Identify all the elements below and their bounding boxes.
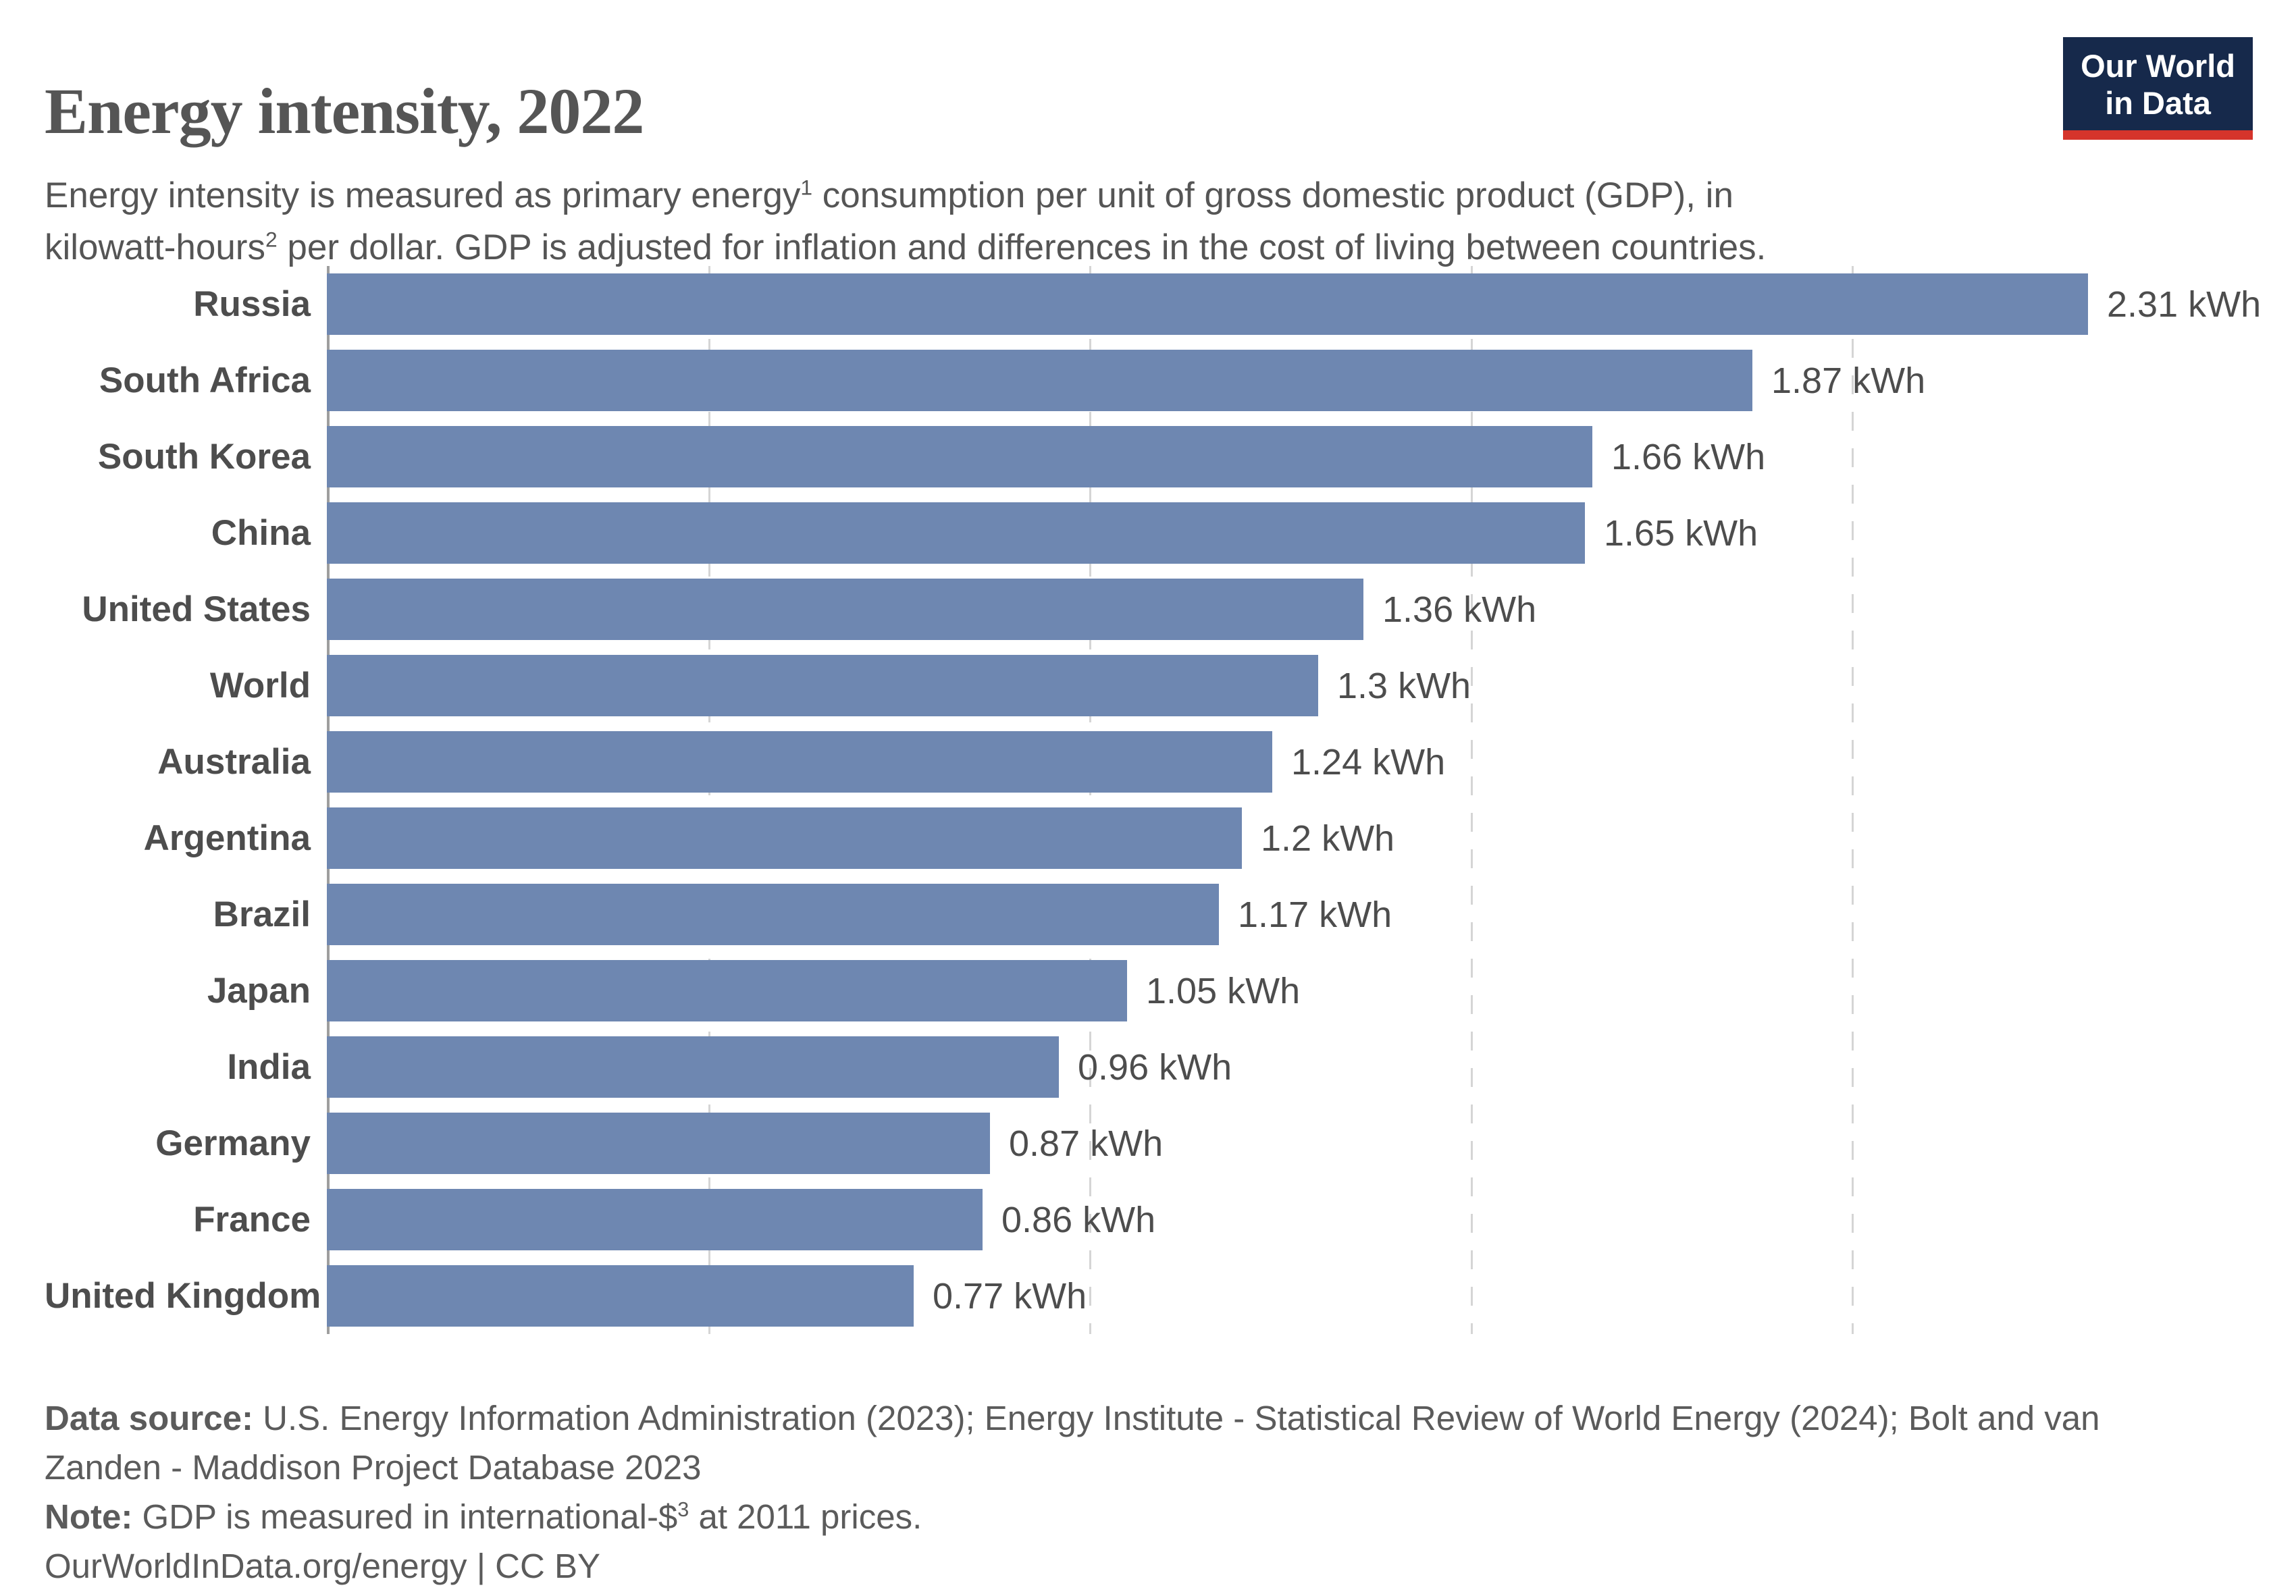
footnote-marker-2: 2: [265, 227, 278, 252]
subtitle-line2: kilowatt-hours: [45, 228, 265, 267]
bar[interactable]: [327, 1265, 914, 1327]
value-label: 1.65 kWh: [1604, 512, 1758, 554]
country-label: South Africa: [99, 361, 311, 400]
bar-row: World 1.3 kWh: [45, 647, 2251, 724]
bar-row: United States 1.36 kWh: [45, 571, 2251, 647]
gridline-1.5: [1471, 266, 1473, 1334]
gridlines: [327, 266, 2251, 1334]
subtitle-line1: Energy intensity is measured as primary …: [45, 176, 801, 215]
bar-chart: Russia 2.31 kWh South Africa 1.87 kWh South …: [45, 266, 2261, 1334]
data-source-text2: Zanden - Maddison Project Database 2023: [45, 1448, 702, 1487]
country-label: Japan: [207, 971, 311, 1011]
country-label: Australia: [157, 742, 311, 782]
country-label: China: [211, 513, 311, 553]
country-label: Brazil: [213, 895, 311, 934]
country-label: Germany: [155, 1123, 311, 1163]
bar-rows: Russia 2.31 kWh South Africa 1.87 kWh South …: [45, 266, 2261, 1334]
country-label: India: [227, 1047, 311, 1087]
data-source-line2: Zanden - Maddison Project Database 2023: [45, 1443, 2099, 1492]
gridline-2: [1852, 266, 1854, 1334]
note-line: Note: GDP is measured in international-$…: [45, 1492, 2099, 1541]
bar-row: France 0.86 kWh: [45, 1181, 2251, 1258]
page-title: Energy intensity, 2022: [45, 75, 644, 148]
citation-line: OurWorldInData.org/energy | CC BY: [45, 1541, 2099, 1591]
owid-logo-line2: in Data: [2105, 85, 2211, 121]
bar[interactable]: [327, 960, 1127, 1021]
bar-row: India 0.96 kWh: [45, 1029, 2251, 1105]
value-label: 1.36 kWh: [1382, 589, 1537, 630]
owid-logo[interactable]: Our World in Data: [2063, 37, 2253, 140]
country-label: World: [209, 666, 311, 706]
bar[interactable]: [327, 426, 1592, 487]
note-label: Note:: [45, 1497, 133, 1536]
value-label: 0.96 kWh: [1078, 1046, 1232, 1088]
footnote-marker-3: 3: [677, 1498, 689, 1521]
subtitle-line1-rest: consumption per unit of gross domestic p…: [812, 176, 1733, 215]
bar[interactable]: [327, 579, 1363, 640]
country-label: Argentina: [143, 818, 311, 858]
bar[interactable]: [327, 655, 1318, 716]
bar[interactable]: [327, 731, 1272, 793]
subtitle-line2-rest: per dollar. GDP is adjusted for inflatio…: [277, 228, 1767, 267]
bar-row: Argentina 1.2 kWh: [45, 800, 2251, 876]
value-label: 1.66 kWh: [1611, 436, 1766, 477]
chart-subtitle: Energy intensity is measured as primary …: [45, 169, 1766, 273]
bar[interactable]: [327, 502, 1585, 564]
value-label: 2.31 kWh: [2107, 284, 2262, 325]
value-label: 1.87 kWh: [1771, 360, 1926, 401]
value-label: 0.77 kWh: [933, 1275, 1087, 1316]
bar[interactable]: [327, 1189, 983, 1250]
data-source-label: Data source:: [45, 1399, 253, 1437]
country-label: France: [193, 1200, 311, 1240]
note-text-rest: at 2011 prices.: [689, 1497, 922, 1536]
bar-row: Japan 1.05 kWh: [45, 953, 2251, 1029]
bar-row: Brazil 1.17 kWh: [45, 876, 2251, 953]
bar[interactable]: [327, 273, 2088, 335]
bar-row: United Kingdom 0.77 kWh: [45, 1258, 2251, 1334]
country-label: South Korea: [97, 437, 311, 477]
value-label: 0.87 kWh: [1009, 1123, 1164, 1164]
gridline-1: [1089, 266, 1091, 1334]
value-label: 1.24 kWh: [1291, 741, 1446, 782]
bar-row: China 1.65 kWh: [45, 495, 2251, 571]
footnote-marker-1: 1: [800, 175, 813, 200]
bar-row: Germany 0.87 kWh: [45, 1105, 2251, 1181]
note-text: GDP is measured in international-$: [132, 1497, 678, 1536]
country-label: United Kingdom: [45, 1276, 321, 1316]
bar[interactable]: [327, 807, 1242, 869]
bar[interactable]: [327, 884, 1219, 945]
country-label: United States: [82, 589, 311, 629]
bar-row: Russia 2.31 kWh: [45, 266, 2261, 342]
data-source-text1: U.S. Energy Information Administration (…: [253, 1399, 2100, 1437]
country-label: Russia: [193, 284, 311, 324]
citation-link[interactable]: OurWorldInData.org/energy | CC BY: [45, 1547, 600, 1585]
data-source-line1: Data source: U.S. Energy Information Adm…: [45, 1393, 2099, 1443]
value-label: 0.86 kWh: [1001, 1199, 1156, 1240]
value-label: 1.17 kWh: [1238, 894, 1392, 935]
owid-logo-line1: Our World: [2081, 48, 2235, 84]
bar-row: Australia 1.24 kWh: [45, 724, 2251, 800]
value-label: 1.3 kWh: [1337, 665, 1471, 706]
bar[interactable]: [327, 1036, 1059, 1098]
bar-row: South Korea 1.66 kWh: [45, 419, 2251, 495]
y-axis-line: [327, 266, 330, 1334]
value-label: 1.05 kWh: [1146, 970, 1301, 1011]
bar-row: South Africa 1.87 kWh: [45, 342, 2251, 419]
gridline-0.5: [708, 266, 710, 1334]
bar[interactable]: [327, 350, 1752, 411]
chart-footer: Data source: U.S. Energy Information Adm…: [45, 1393, 2099, 1591]
bar[interactable]: [327, 1113, 990, 1174]
value-label: 1.2 kWh: [1261, 818, 1395, 859]
